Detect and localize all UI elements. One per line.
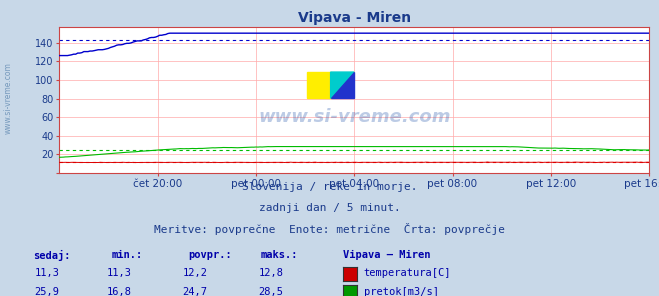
- Text: 16,8: 16,8: [107, 287, 132, 296]
- Text: Meritve: povprečne  Enote: metrične  Črta: povprečje: Meritve: povprečne Enote: metrične Črta:…: [154, 223, 505, 236]
- Text: Vipava – Miren: Vipava – Miren: [343, 250, 430, 260]
- Text: temperatura[C]: temperatura[C]: [364, 268, 451, 279]
- Bar: [307, 72, 331, 99]
- Polygon shape: [331, 72, 355, 99]
- Title: Vipava - Miren: Vipava - Miren: [298, 12, 411, 25]
- Text: Slovenija / reke in morje.: Slovenija / reke in morje.: [242, 182, 417, 192]
- Text: zadnji dan / 5 minut.: zadnji dan / 5 minut.: [258, 203, 401, 213]
- Text: www.si-vreme.com: www.si-vreme.com: [258, 108, 451, 126]
- Text: povpr.:: povpr.:: [188, 250, 231, 260]
- Text: 24,7: 24,7: [183, 287, 208, 296]
- Text: 11,3: 11,3: [34, 268, 59, 279]
- Text: pretok[m3/s]: pretok[m3/s]: [364, 287, 439, 296]
- Text: min.:: min.:: [112, 250, 143, 260]
- Text: 11,3: 11,3: [107, 268, 132, 279]
- Text: 12,2: 12,2: [183, 268, 208, 279]
- Text: www.si-vreme.com: www.si-vreme.com: [3, 62, 13, 133]
- Text: 28,5: 28,5: [258, 287, 283, 296]
- Text: 25,9: 25,9: [34, 287, 59, 296]
- Text: sedaj:: sedaj:: [33, 250, 71, 261]
- Polygon shape: [331, 72, 355, 99]
- Text: maks.:: maks.:: [260, 250, 298, 260]
- Text: 12,8: 12,8: [258, 268, 283, 279]
